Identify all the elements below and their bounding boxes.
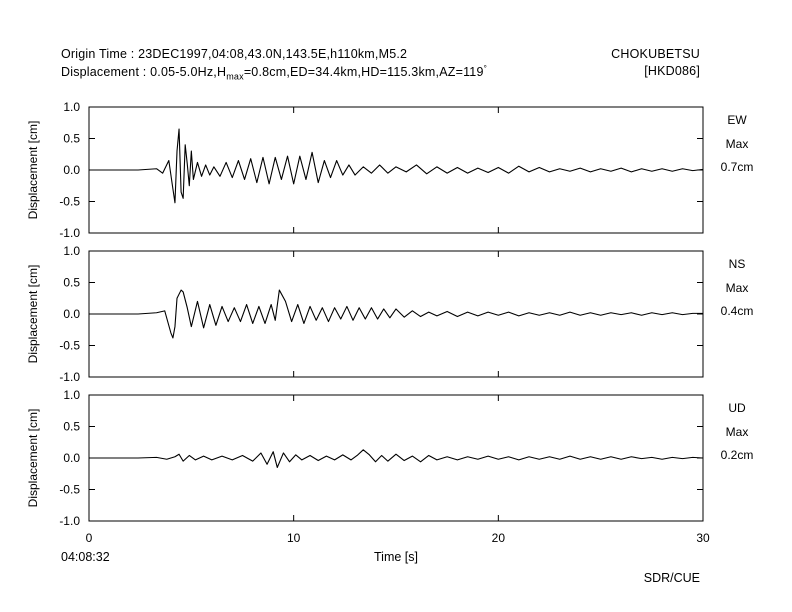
displacement-prefix: Displacement : 0.05-5.0Hz,H xyxy=(61,65,227,80)
component-label: EW xyxy=(727,113,747,127)
panel-frame xyxy=(88,106,704,234)
y-tick-label: -0.5 xyxy=(59,339,80,353)
y-tick-label: -1.0 xyxy=(59,226,80,240)
max-label: Max xyxy=(726,137,749,151)
panel-ew: 1.0 0.5 0.0 -0.5 -1.0 Displacement [cm] EW Max 0… xyxy=(26,100,753,240)
y-axis-title: Displacement [cm] xyxy=(26,121,40,220)
x-axis-title: Time [s] xyxy=(374,550,418,564)
hmax-subscript: max xyxy=(226,71,244,82)
y-tick-label: 0.5 xyxy=(63,276,80,290)
y-tick-label: -0.5 xyxy=(59,195,80,209)
x-tick-label: 10 xyxy=(287,531,301,545)
max-value: 0.2cm xyxy=(721,448,754,462)
component-label: UD xyxy=(728,401,746,415)
y-tick-label: 1.0 xyxy=(63,244,80,258)
component-label: NS xyxy=(729,257,746,271)
displacement-line: Displacement : 0.05-5.0Hz,Hmax=0.8cm,ED=… xyxy=(61,64,487,82)
y-tick-label: 0.0 xyxy=(63,163,80,177)
max-value: 0.7cm xyxy=(721,160,754,174)
max-value: 0.4cm xyxy=(721,304,754,318)
waveform-trace xyxy=(89,128,704,204)
y-tick-label: 0.0 xyxy=(63,307,80,321)
y-tick-label: 0.0 xyxy=(63,451,80,465)
degree-symbol: ° xyxy=(483,64,488,73)
y-tick-label: -0.5 xyxy=(59,483,80,497)
origin-time-line: Origin Time : 23DEC1997,04:08,43.0N,143.… xyxy=(61,47,407,61)
x-tick-label: 20 xyxy=(492,531,506,545)
panel-frame xyxy=(88,250,704,378)
credit-label: SDR/CUE xyxy=(644,571,700,585)
y-axis-title: Displacement [cm] xyxy=(26,265,40,364)
y-tick-label: 0.5 xyxy=(63,132,80,146)
start-time-label: 04:08:32 xyxy=(61,550,110,564)
panel-ns: 1.0 0.5 0.0 -0.5 -1.0 Displacement [cm] NS Max 0… xyxy=(26,244,753,384)
max-label: Max xyxy=(726,281,749,295)
y-tick-label: -1.0 xyxy=(59,370,80,384)
waveform-trace xyxy=(89,449,704,469)
y-tick-label: 1.0 xyxy=(63,388,80,402)
displacement-suffix: =0.8cm,ED=34.4km,HD=115.3km,AZ=119 xyxy=(243,65,484,80)
y-tick-label: -1.0 xyxy=(59,514,80,528)
origin-time-text: Origin Time : 23DEC1997,04:08,43.0N,143.… xyxy=(61,47,408,61)
station-name: CHOKUBETSU xyxy=(611,47,700,61)
x-tick-label: 30 xyxy=(696,531,710,545)
y-tick-label: 0.5 xyxy=(63,420,80,434)
waveform-trace xyxy=(89,289,703,339)
panel-ud: 1.0 0.5 0.0 -0.5 -1.0 Displacement [cm] UD Max 0… xyxy=(26,388,753,528)
x-tick-label: 0 xyxy=(86,531,93,545)
y-axis-title: Displacement [cm] xyxy=(26,409,40,508)
station-code: [HKD086] xyxy=(644,64,700,78)
y-tick-label: 1.0 xyxy=(63,100,80,114)
max-label: Max xyxy=(726,425,749,439)
